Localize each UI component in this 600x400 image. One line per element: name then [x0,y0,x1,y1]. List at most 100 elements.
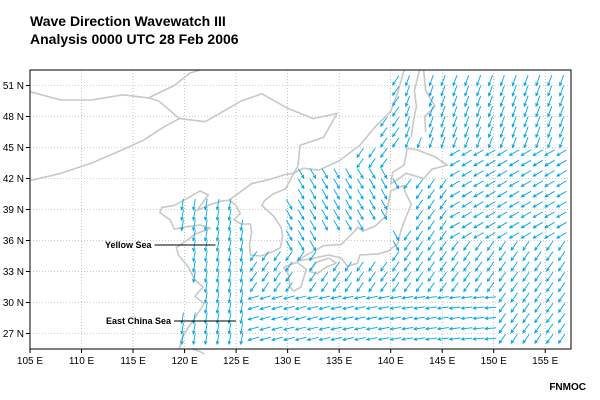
wave-direction-arrow [496,180,508,187]
wave-direction-arrow [215,240,220,253]
wave-direction-arrow [309,188,317,200]
wave-direction-arrow [309,178,317,190]
wave-direction-arrow [535,137,541,149]
wave-direction-arrow [401,327,414,331]
wave-direction-arrow [498,261,506,272]
lat-tick-label: 42 N [3,174,24,185]
wave-direction-arrow [227,322,232,335]
wave-direction-arrow [448,316,461,321]
wave-direction-arrow [180,198,184,211]
wave-direction-arrow [282,336,295,342]
wave-direction-arrow [472,326,485,331]
wave-direction-arrow [273,271,281,283]
wave-direction-arrow [449,232,461,239]
wave-direction-arrow [353,295,366,300]
wave-direction-arrow [333,199,340,210]
wave-direction-arrow [485,180,496,187]
wave-direction-arrow [203,302,208,315]
wave-direction-arrow [464,116,470,128]
wave-direction-arrow [452,85,458,97]
coastline-segment [179,93,338,174]
wave-direction-arrow [261,251,269,262]
wave-direction-arrow [440,106,446,118]
wave-direction-arrow [261,271,269,283]
wave-direction-arrow [215,260,220,273]
wave-direction-arrow [452,106,458,118]
wave-direction-arrow [380,116,388,128]
wave-direction-arrow [546,292,554,303]
wave-direction-arrow [294,295,307,300]
wave-direction-arrow [439,261,447,272]
wave-direction-arrow [449,180,461,187]
wave-direction-arrow [484,316,497,321]
wave-direction-arrow [520,159,532,167]
wave-direction-arrow [428,106,434,118]
wave-direction-arrow [487,137,493,149]
wave-direction-arrow [510,282,518,293]
wave-direction-arrow [203,333,208,346]
wave-direction-arrow [297,199,305,210]
wave-direction-arrow [487,126,493,139]
coastline-segment [29,90,149,101]
wave-direction-arrow [508,159,520,167]
wave-direction-arrow [440,137,446,149]
wave-direction-arrow [380,261,388,272]
wave-direction-arrow [332,261,341,272]
wave-direction-arrow [508,221,520,229]
wave-direction-arrow [476,75,482,87]
wave-direction-arrow [522,302,530,314]
wave-direction-arrow [558,292,566,303]
wave-direction-arrow [424,295,437,300]
wave-direction-arrow [498,292,506,303]
wave-direction-arrow [345,168,352,179]
wave-direction-arrow [473,232,484,239]
wave-direction-arrow [368,282,376,293]
coastline-segment [293,69,405,175]
wave-direction-arrow [369,168,376,179]
wave-direction-arrow [449,149,461,156]
wave-direction-arrow [499,126,505,139]
wave-direction-arrow [476,106,482,118]
wave-direction-arrow [558,323,566,334]
wave-direction-arrow [318,336,331,342]
wave-direction-arrow [511,116,517,128]
wave-direction-arrow [440,126,446,139]
wave-direction-arrow [556,221,567,229]
wave-direction-arrow [345,219,352,231]
lon-tick-label: 115 E [120,356,146,367]
wave-direction-arrow [424,326,437,331]
latitude-axis: 51 N 48 N 45 N 42 N 39 N 36 N 33 N 30 N 27 N [3,81,30,340]
wave-direction-arrow [330,316,342,321]
wave-direction-arrow [558,271,566,283]
wave-direction-arrow [532,211,544,218]
wave-direction-arrow [368,261,376,272]
wave-direction-arrow [546,251,554,262]
wave-direction-arrow [294,326,307,331]
wave-direction-arrow [294,336,307,342]
wave-direction-arrow [330,306,342,311]
wave-direction-arrow [476,95,482,108]
wave-direction-arrow [239,240,244,253]
wave-direction-arrow [356,158,364,169]
wave-direction-arrow [473,149,484,156]
wave-direction-arrow [403,240,412,252]
wave-direction-arrow [427,251,435,262]
wave-direction-arrow [427,271,435,283]
wave-direction-arrow [203,219,208,232]
wave-direction-arrow [508,180,520,187]
wave-direction-arrow [439,251,447,262]
wave-direction-arrow [424,306,437,310]
wave-direction-arrow [318,305,331,311]
coastline-segment [410,69,421,138]
wave-direction-arrow [227,271,232,284]
wave-direction-arrow [192,229,196,242]
wave-direction-arrow [415,261,424,272]
wave-direction-arrow [259,326,271,331]
wave-direction-arrow [461,170,472,177]
wave-direction-arrow [487,85,493,97]
wave-direction-arrow [249,271,258,283]
wave-direction-arrow [534,251,542,262]
wave-direction-arrow [345,188,352,200]
wave-direction-arrow [463,261,471,272]
wave-direction-arrow [192,198,196,211]
